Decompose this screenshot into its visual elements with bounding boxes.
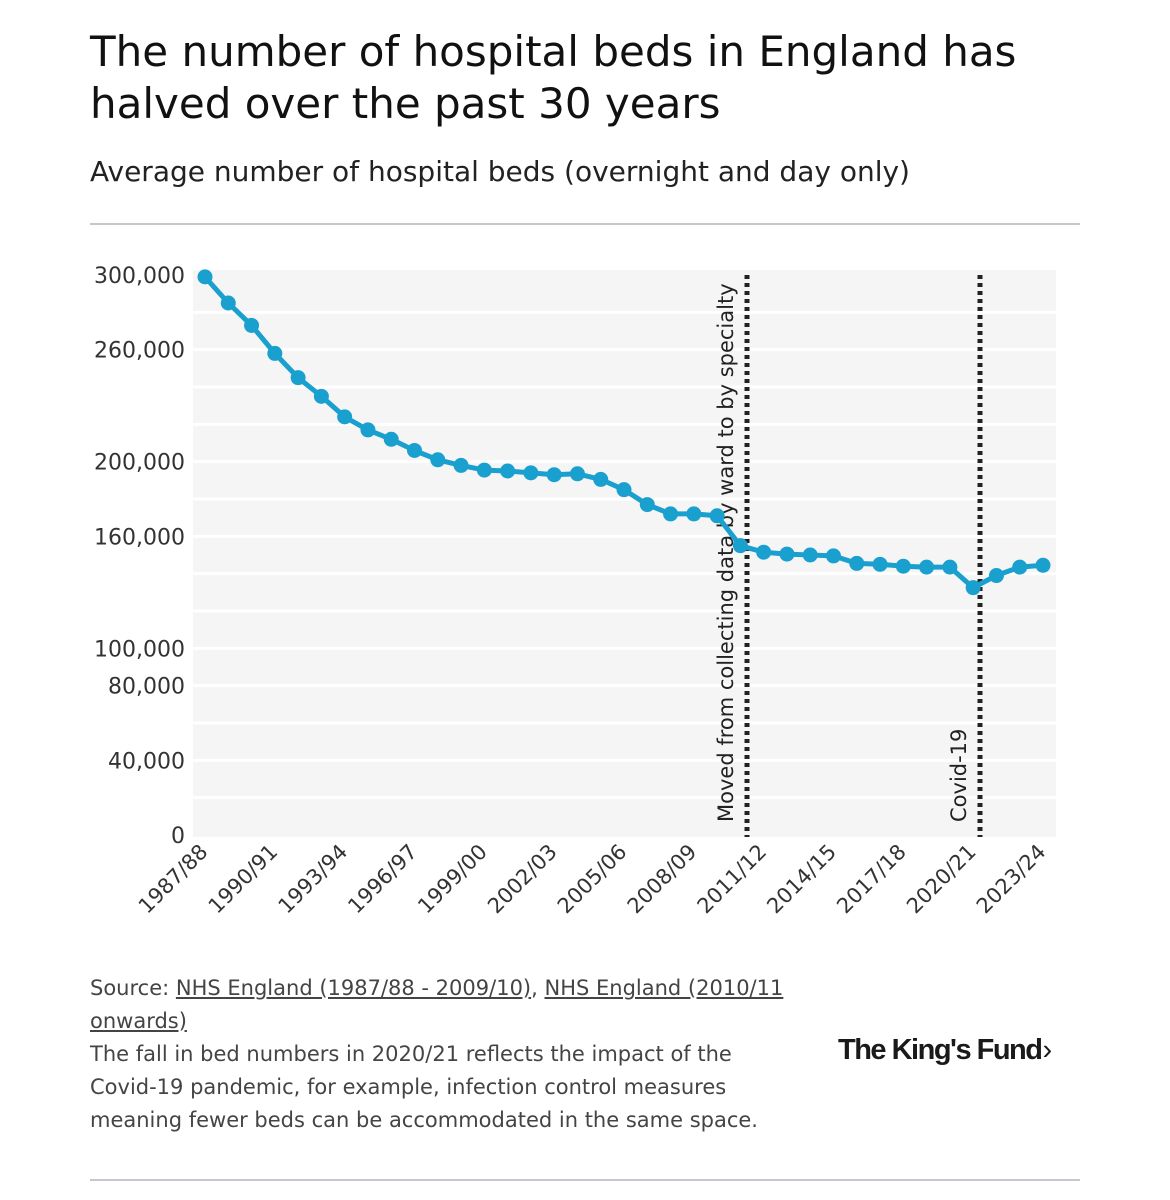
- data-point: [360, 422, 376, 438]
- footnote: The fall in bed numbers in 2020/21 refle…: [90, 1042, 758, 1132]
- x-tick-label: 2002/03: [483, 840, 562, 919]
- data-point: [919, 559, 935, 575]
- data-point: [988, 568, 1004, 584]
- chart-footer: Source: NHS England (1987/88 - 2009/10),…: [90, 972, 790, 1137]
- data-point: [430, 452, 446, 468]
- data-point: [220, 295, 236, 311]
- x-tick-label: 2020/21: [902, 840, 981, 919]
- source-prefix: Source:: [90, 976, 176, 1000]
- data-point: [639, 497, 655, 513]
- annotation-label: Covid-19: [947, 729, 971, 822]
- x-tick-label: 1996/97: [343, 840, 422, 919]
- data-point: [686, 506, 702, 522]
- y-tick-label: 0: [171, 824, 185, 849]
- data-point: [709, 508, 725, 524]
- data-point: [407, 442, 422, 458]
- source-separator: ,: [531, 976, 545, 1000]
- data-point: [267, 345, 283, 361]
- series-layer: [197, 269, 1051, 596]
- bottom-divider: [90, 1179, 1080, 1181]
- y-tick-label: 80,000: [108, 675, 185, 700]
- data-point: [313, 388, 329, 404]
- data-point: [500, 463, 516, 479]
- y-tick-label: 100,000: [94, 637, 185, 662]
- y-tick-label: 40,000: [108, 749, 185, 774]
- data-point: [569, 466, 585, 482]
- data-point: [663, 506, 679, 522]
- data-point: [197, 269, 213, 285]
- data-point: [593, 471, 609, 487]
- x-tick-label: 2023/24: [972, 840, 1051, 919]
- gridlines: [193, 310, 1056, 800]
- data-point: [826, 548, 841, 564]
- y-axis-ticks: 0 40,000 80,000 100,000 160,000 200,000 260,00…: [94, 264, 185, 849]
- x-axis-ticks: 1987/881990/911993/941996/971999/002002/…: [134, 840, 1051, 919]
- data-point: [756, 544, 772, 560]
- data-point: [383, 431, 399, 447]
- data-point: [872, 556, 888, 572]
- top-divider: [90, 223, 1080, 225]
- data-point: [732, 538, 748, 554]
- source-link-1[interactable]: NHS England (1987/88 - 2009/10): [175, 976, 532, 1000]
- data-point: [965, 580, 981, 596]
- x-tick-label: 1990/91: [204, 840, 283, 919]
- data-point: [849, 555, 865, 571]
- data-point: [523, 465, 539, 481]
- x-tick-label: 1993/94: [274, 840, 353, 919]
- chart-subtitle: Average number of hospital beds (overnig…: [90, 155, 910, 188]
- logo-chevron-icon: ›: [1042, 1034, 1052, 1066]
- x-tick-label: 1987/88: [134, 840, 213, 919]
- x-tick-label: 2011/12: [693, 840, 772, 919]
- data-point: [1012, 559, 1028, 575]
- y-tick-label: 160,000: [94, 525, 185, 550]
- y-tick-label: 200,000: [94, 451, 185, 476]
- annotation-label: Moved from collecting data by ward to by…: [714, 283, 738, 822]
- x-tick-label: 2008/09: [623, 840, 702, 919]
- y-tick-label: 260,000: [94, 339, 185, 364]
- source-line: Source: NHS England (1987/88 - 2009/10),…: [90, 972, 790, 1038]
- data-point: [616, 482, 632, 498]
- chart-title: The number of hospital beds in England h…: [90, 27, 1017, 128]
- y-tick-label: 300,000: [94, 264, 185, 289]
- x-tick-label: 2017/18: [832, 840, 911, 919]
- plot-background: [193, 270, 1056, 837]
- source-link-2[interactable]: NHS England (2010/11 onwards): [90, 976, 784, 1033]
- data-point: [337, 409, 353, 425]
- data-point: [802, 547, 818, 563]
- data-point: [453, 457, 469, 473]
- kings-fund-logo: The King's Fund›: [838, 1034, 1052, 1067]
- logo-wordmark: The King's Fund: [838, 1034, 1043, 1066]
- x-tick-label: 2005/06: [553, 840, 632, 919]
- x-tick-label: 2014/15: [762, 840, 841, 919]
- x-tick-label: 1999/00: [413, 840, 492, 919]
- annotation-layer: Moved from collecting data by ward to by…: [714, 275, 983, 837]
- data-point: [779, 546, 795, 562]
- data-point: [895, 558, 911, 574]
- data-point: [546, 467, 562, 483]
- data-point: [942, 559, 958, 575]
- data-point: [1035, 557, 1051, 573]
- data-point: [290, 370, 306, 386]
- data-point: [476, 462, 492, 478]
- line-chart: 0 40,000 80,000 100,000 160,000 200,000 260,00…: [94, 264, 1056, 919]
- data-point: [244, 317, 260, 333]
